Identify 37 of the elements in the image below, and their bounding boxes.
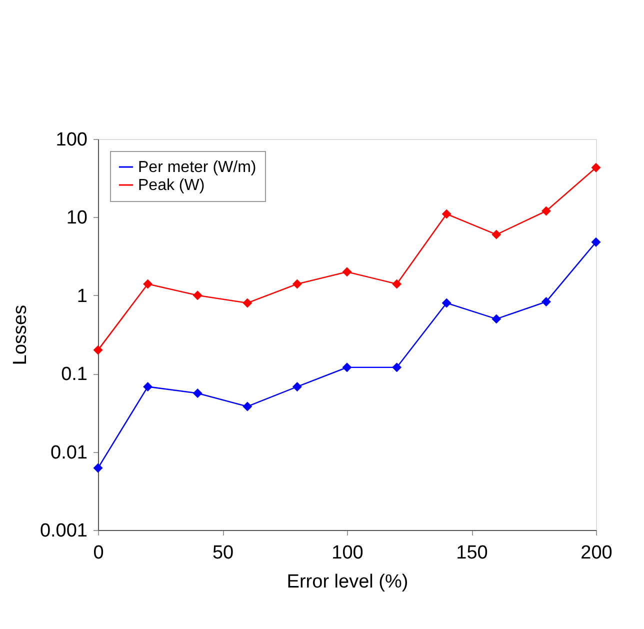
point [442,209,452,219]
x-tick-label: 0 [93,542,104,564]
point [192,388,202,398]
point [591,237,601,247]
point [143,279,153,289]
y-tick-label: 1 [76,286,88,307]
legend-label: Peak (W) [138,177,205,194]
point [492,314,502,324]
y-tick-label: 0.001 [40,520,88,542]
x-tick-label: 50 [212,542,234,564]
point [541,296,551,306]
point [492,230,502,240]
x-axis-title: Error level (%) [286,572,408,592]
point [93,463,103,473]
point [342,362,352,372]
point [292,382,302,392]
point [143,382,153,392]
point [292,279,302,289]
y-tick-label: 0.1 [61,364,88,386]
x-tick-label: 100 [332,542,364,564]
y-tick-label: 0.01 [50,442,88,464]
point [392,279,402,289]
y-tick-label: 100 [56,130,88,150]
y-axis-title: Losses [10,304,31,366]
point [342,267,352,277]
point [442,298,452,308]
x-tick-label: 150 [456,542,488,564]
point [242,298,252,308]
y-tick-label: 10 [66,208,88,229]
x-tick-label: 200 [580,542,612,564]
legend-label: Per meter (W/m) [138,159,256,176]
point [93,345,103,355]
point [591,162,601,172]
point [242,402,252,412]
point [192,290,202,300]
point [392,362,402,372]
point [541,206,551,216]
